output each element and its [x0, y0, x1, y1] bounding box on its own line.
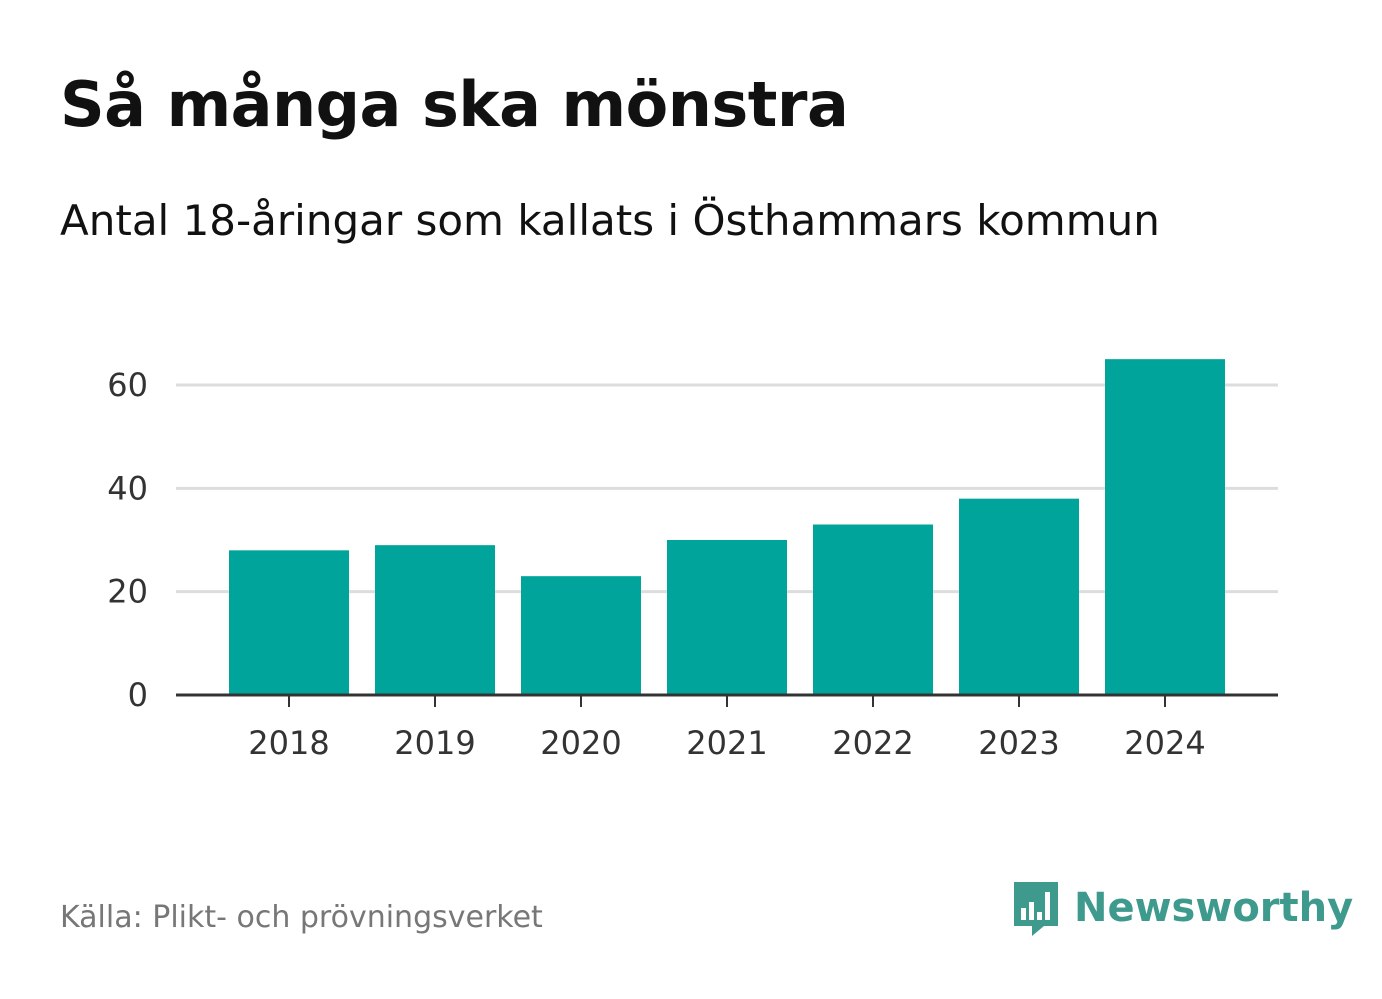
- bar-2019: [375, 545, 495, 695]
- chart-title: Så många ska mönstra: [60, 68, 849, 141]
- x-tick-label: 2018: [248, 724, 329, 762]
- newsworthy-logo-icon: [1014, 882, 1058, 936]
- x-tick-label: 2022: [832, 724, 913, 762]
- x-tick-label: 2019: [394, 724, 475, 762]
- bar-2022: [813, 524, 933, 695]
- source-note: Källa: Plikt- och prövningsverket: [60, 900, 543, 935]
- x-tick-label: 2024: [1124, 724, 1205, 762]
- x-tick-label: 2023: [978, 724, 1059, 762]
- bar-2024: [1105, 359, 1225, 695]
- x-tick-label: 2020: [540, 724, 621, 762]
- bar-2023: [959, 498, 1079, 695]
- bar-chart: 0 20 40 60 2018 2019 2020 2021 2022 2023 2024: [107, 359, 1278, 762]
- y-tick-label: 0: [128, 676, 148, 714]
- bar-2020: [521, 576, 641, 695]
- bar-2021: [667, 540, 787, 695]
- y-tick-label: 40: [107, 469, 148, 507]
- y-tick-label: 20: [107, 573, 148, 611]
- y-tick-label: 60: [107, 366, 148, 404]
- brand-logo: Newsworthy: [1010, 878, 1353, 938]
- chart-subtitle: Antal 18-åringar som kallats i Östhammar…: [60, 196, 1160, 245]
- brand-name: Newsworthy: [1074, 885, 1354, 931]
- bar-2018: [229, 550, 349, 695]
- x-tick-label: 2021: [686, 724, 767, 762]
